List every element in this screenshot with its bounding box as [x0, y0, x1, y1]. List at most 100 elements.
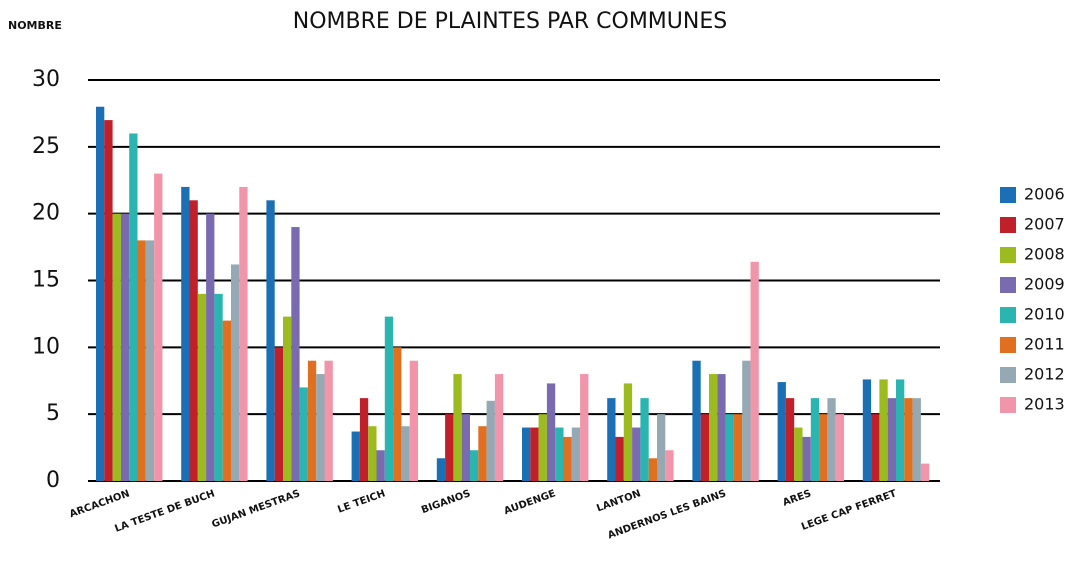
bar [657, 414, 666, 481]
bar [546, 383, 556, 481]
bar [222, 320, 231, 481]
bar [324, 360, 333, 481]
bar [96, 106, 105, 481]
bar [104, 120, 113, 481]
bar [368, 426, 377, 481]
legend-swatch [1000, 397, 1016, 413]
bar [307, 360, 317, 481]
bar [436, 458, 446, 481]
bar [197, 293, 207, 481]
y-tick-label: 15 [32, 268, 60, 293]
bar [453, 374, 462, 481]
bar [802, 436, 811, 481]
legend-label: 2009 [1024, 275, 1065, 294]
bar [750, 261, 759, 481]
x-tick-label: ARCACHON [68, 488, 131, 520]
bar [879, 379, 888, 481]
bar [129, 133, 138, 481]
y-tick-label: 25 [32, 134, 60, 159]
bar [692, 360, 701, 481]
bar [733, 414, 743, 481]
bar [725, 414, 734, 481]
bar [376, 450, 385, 481]
bar [522, 427, 531, 481]
bar [623, 383, 633, 481]
legend-swatch [1000, 217, 1016, 233]
bar [912, 398, 921, 481]
bar [615, 436, 624, 481]
bar [299, 387, 308, 481]
x-tick-label: GUJAN MESTRAS [210, 488, 301, 530]
y-tick-label: 10 [32, 334, 60, 359]
chart-title: NOMBRE DE PLAINTES PAR COMMUNES [293, 9, 727, 34]
bar [401, 426, 410, 481]
bar [896, 379, 905, 481]
bar [206, 213, 215, 481]
bar [445, 414, 454, 481]
y-axis-label: NOMBRE [8, 19, 62, 32]
legend-swatch [1000, 247, 1016, 263]
bar [239, 186, 248, 481]
bar [709, 374, 718, 481]
legend-swatch [1000, 337, 1016, 353]
x-tick-label: ARES [781, 488, 812, 508]
bar [291, 227, 300, 481]
bar [555, 427, 564, 481]
bar [827, 398, 836, 481]
bar [920, 463, 930, 481]
legend-label: 2013 [1024, 395, 1065, 414]
bar [580, 374, 589, 481]
bar [266, 200, 275, 482]
legend-swatch [1000, 277, 1016, 293]
legend-label: 2008 [1024, 245, 1065, 264]
y-tick-label: 5 [46, 401, 60, 426]
legend-swatch [1000, 187, 1016, 203]
bar [887, 398, 896, 481]
bar [563, 436, 572, 481]
legend-label: 2007 [1024, 215, 1065, 234]
legend-label: 2011 [1024, 335, 1065, 354]
bar [274, 347, 283, 481]
bar [137, 240, 146, 481]
bar [351, 431, 360, 481]
bar [384, 316, 394, 481]
bar [819, 414, 828, 481]
bar [189, 200, 198, 482]
bar [112, 213, 121, 481]
bar [785, 398, 795, 481]
bar [810, 398, 820, 481]
bar [409, 360, 418, 481]
bar [283, 316, 292, 481]
bar [904, 398, 913, 481]
bar [640, 398, 649, 481]
bar [871, 414, 880, 481]
bar [538, 414, 547, 481]
legend-label: 2010 [1024, 305, 1065, 324]
bar [777, 382, 786, 481]
bar [359, 398, 369, 481]
y-tick-label: 30 [32, 67, 60, 92]
bar [486, 400, 495, 481]
bar [145, 240, 155, 481]
bar [393, 347, 402, 481]
bar [316, 374, 325, 481]
bar [478, 426, 487, 481]
bar [571, 427, 581, 481]
bar [120, 213, 130, 481]
bar [181, 186, 190, 481]
x-tick-label: LE TEICH [336, 488, 387, 515]
bar [700, 414, 709, 481]
bar [494, 374, 504, 481]
legend-swatch [1000, 307, 1016, 323]
x-tick-label: LANTON [595, 488, 642, 514]
bar [717, 374, 726, 481]
legend-label: 2012 [1024, 365, 1065, 384]
bar [154, 173, 163, 482]
bar [648, 458, 657, 481]
x-tick-label: LEGE CAP FERRET [800, 488, 898, 533]
bar [665, 450, 674, 481]
bar [742, 360, 751, 481]
bar [214, 293, 223, 481]
bar [470, 450, 479, 481]
